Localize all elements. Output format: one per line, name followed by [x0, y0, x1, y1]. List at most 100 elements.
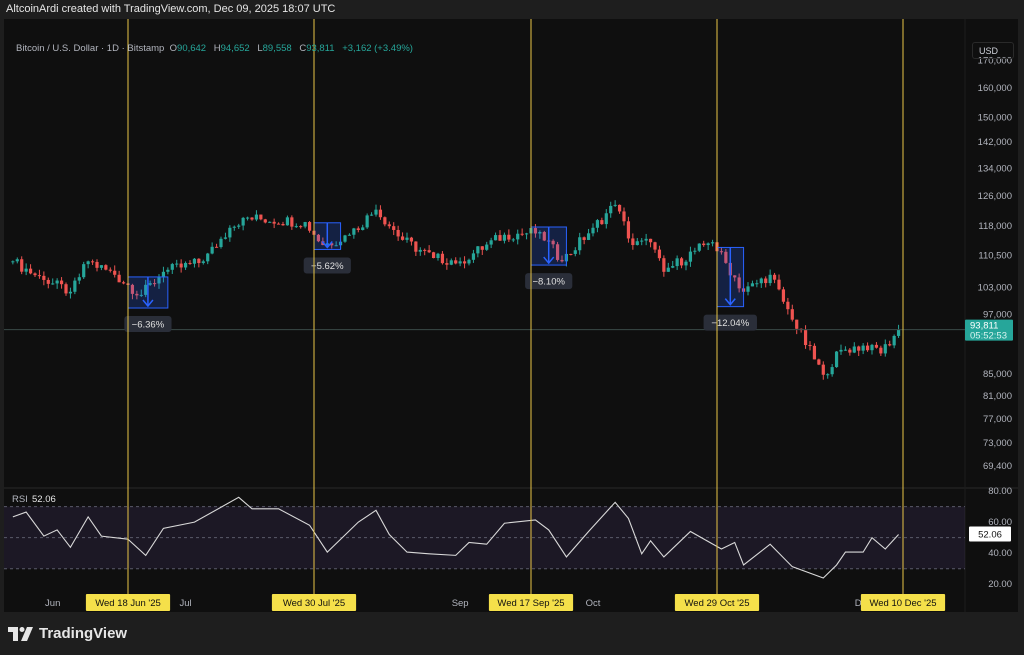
candle-up: [826, 374, 830, 376]
rsi-value: 52.06: [32, 494, 56, 505]
candle-down: [454, 260, 458, 264]
candle-up: [77, 277, 81, 281]
date-marker-label-bg: [85, 594, 171, 611]
candle-up: [485, 244, 489, 250]
candle-down: [808, 345, 812, 347]
candle-down: [299, 226, 303, 228]
candle-up: [15, 259, 19, 262]
candle-down: [724, 251, 728, 263]
time-tick-label: Jul: [179, 598, 191, 609]
candle-down: [179, 263, 183, 268]
date-marker-label-bg: [271, 594, 357, 611]
candle-up: [334, 245, 338, 247]
chart-credit: AltcoinArdi created with TradingView.com…: [6, 3, 336, 15]
candle-down: [786, 301, 790, 310]
time-tick-label: Jun: [45, 598, 60, 609]
candle-up: [502, 234, 507, 241]
candle-down: [857, 346, 861, 351]
candle-down: [250, 217, 254, 220]
candle-up: [206, 253, 210, 262]
candle-up: [467, 259, 471, 264]
candle-up: [99, 265, 104, 268]
tradingview-logo[interactable]: TradingView: [8, 625, 127, 642]
candle-up: [170, 264, 174, 270]
candle-down: [281, 223, 285, 226]
candle-down: [480, 246, 484, 250]
arrow-head-icon: [543, 256, 555, 265]
candle-up: [493, 235, 498, 241]
candle-down: [848, 349, 852, 353]
candle-down: [423, 249, 427, 251]
candle-down: [764, 278, 768, 284]
candle-down: [865, 345, 870, 351]
price-tick-label: 97,000: [983, 310, 1012, 321]
currency-button[interactable]: USD: [972, 42, 1014, 59]
candle-down: [307, 222, 312, 231]
candle-down: [626, 221, 631, 239]
candle-down: [555, 244, 560, 260]
candle-up: [706, 243, 710, 246]
candle-up: [405, 237, 409, 240]
candle-down: [90, 261, 95, 263]
candle-up: [839, 349, 843, 352]
candle-down: [812, 345, 817, 360]
candle-up: [710, 242, 715, 244]
candle-down: [653, 242, 657, 250]
candle-up: [68, 291, 73, 294]
candle-up: [183, 262, 188, 268]
candle-up: [294, 226, 298, 228]
candle-up: [352, 228, 356, 235]
candle-down: [117, 274, 121, 283]
candle-up: [861, 345, 865, 351]
candle-up: [578, 237, 582, 251]
time-tick-label: Sep: [452, 598, 469, 609]
rsi-value-badge-text: 52.06: [978, 529, 1002, 540]
date-marker-label: Wed 10 Dec '25: [869, 598, 936, 609]
candle-down: [781, 289, 786, 302]
close-value: 93,811: [306, 43, 335, 54]
candle-down: [259, 214, 263, 220]
date-marker-label-bg: [674, 594, 760, 611]
time-tick-label: Oct: [586, 598, 601, 609]
measure-label: −6.36%: [132, 320, 165, 331]
chart-container[interactable]: 170,000 160,000 150,000 142,000 134,000 126,0…: [4, 19, 1018, 612]
candle-down: [879, 347, 883, 354]
candle-up: [586, 233, 591, 240]
candle-up: [449, 260, 453, 265]
price-tick-label: 69,400: [983, 461, 1012, 472]
candle-up: [591, 227, 595, 234]
open-value: 90,642: [177, 43, 207, 54]
measure-label: −12.04%: [711, 318, 749, 329]
candle-up: [609, 205, 613, 214]
candle-up: [693, 250, 697, 252]
candle-down: [551, 240, 555, 245]
candle-down: [445, 263, 449, 265]
low-label: L: [257, 43, 263, 54]
candle-up: [759, 278, 763, 284]
candle-up: [157, 277, 161, 284]
price-chart[interactable]: 170,000 160,000 150,000 142,000 134,000 126,0…: [4, 19, 1018, 612]
arrow-head-icon: [321, 240, 333, 249]
candle-up: [73, 280, 77, 292]
candle-up: [144, 284, 148, 295]
price-tick-label: 103,000: [978, 282, 1012, 293]
candle-up: [644, 238, 648, 241]
candle-up: [675, 258, 679, 267]
candle-down: [59, 280, 64, 285]
candle-up: [746, 286, 750, 292]
candle-down: [263, 219, 267, 223]
date-marker-label: Wed 17 Sep '25: [497, 598, 564, 609]
candle-down: [821, 364, 825, 375]
candle-down: [396, 229, 400, 237]
price-tick-label: 126,000: [978, 191, 1012, 202]
candle-up: [210, 246, 214, 254]
candle-down: [542, 232, 546, 241]
price-tick-label: 170,000: [978, 56, 1012, 67]
candle-up: [139, 294, 143, 296]
close-label: C: [299, 43, 307, 54]
candle-down: [188, 262, 192, 264]
candle-down: [679, 258, 684, 266]
candle-down: [152, 283, 157, 285]
symbol-title: Bitcoin / U.S. Dollar · 1D · Bitstamp: [16, 43, 165, 54]
price-tick-label: 73,000: [983, 438, 1012, 449]
